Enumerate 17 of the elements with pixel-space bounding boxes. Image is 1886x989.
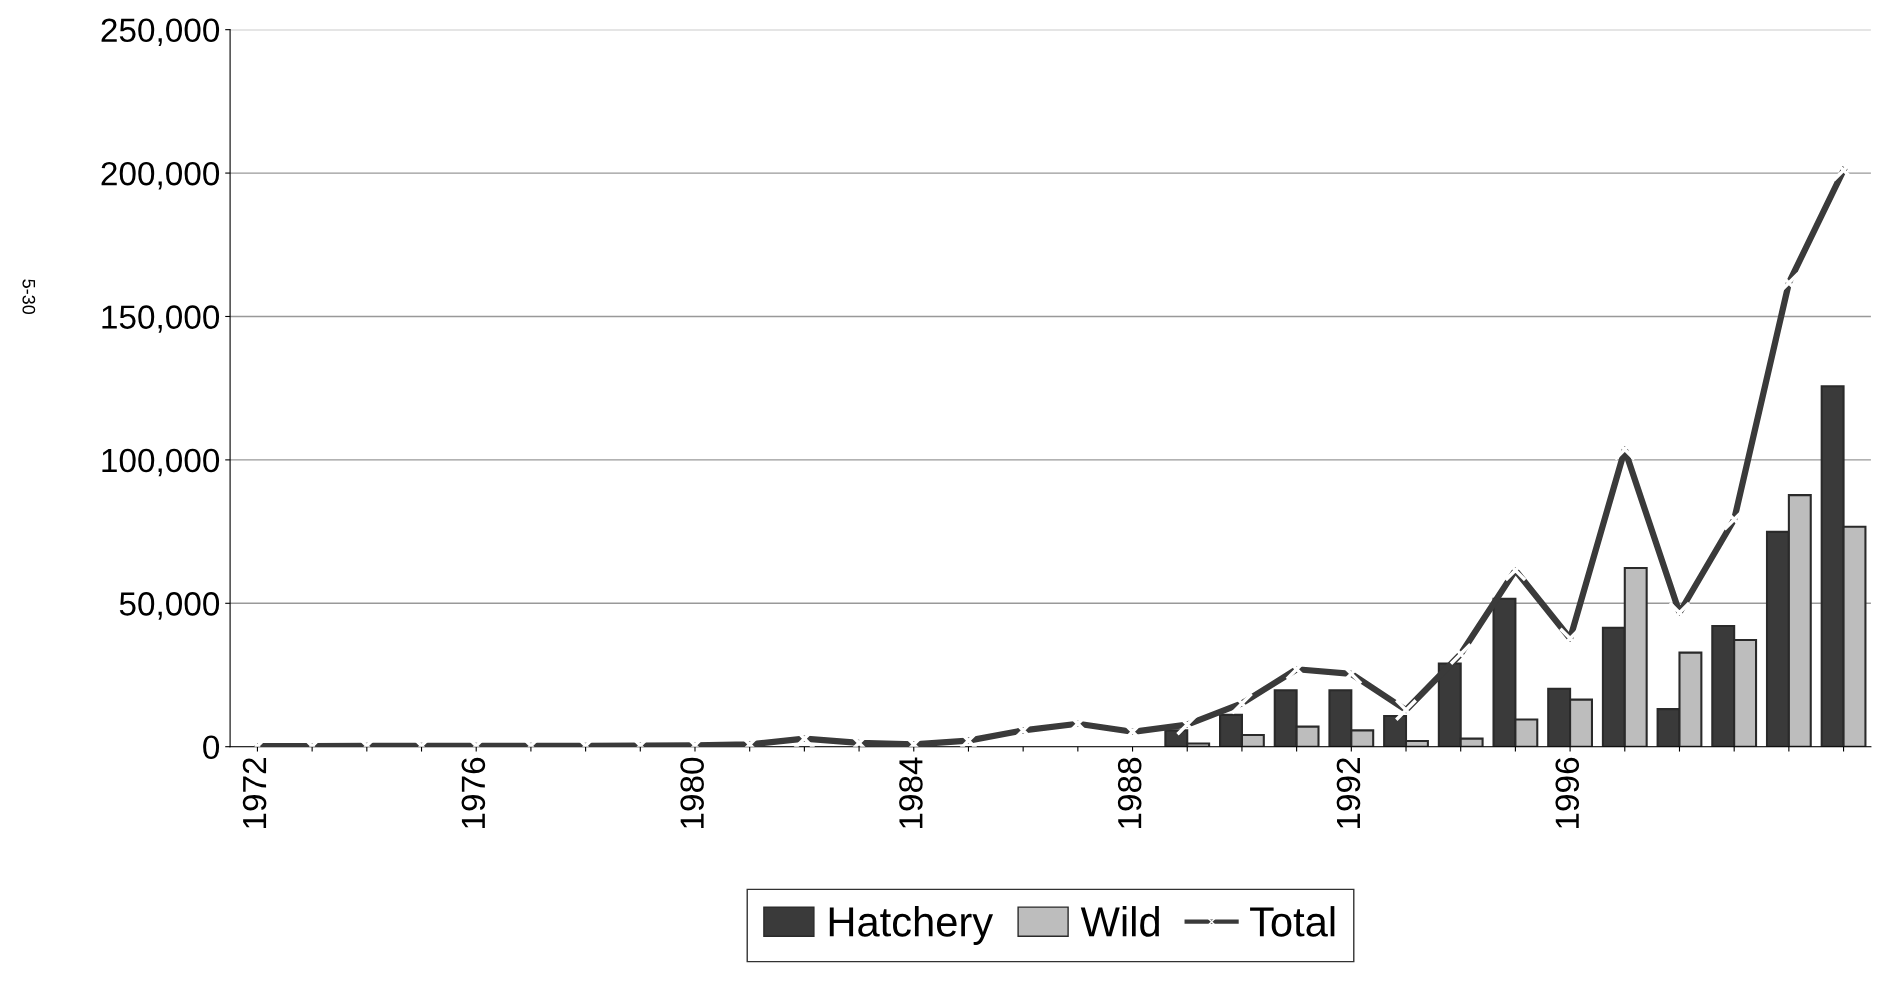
x-tick-label: 1980 (680, 757, 704, 829)
legend-label: Total (1250, 906, 1335, 937)
legend-label: Wild (1080, 906, 1159, 937)
x-tick-label: 1976 (461, 757, 486, 829)
legend-label: Hatchery (829, 906, 994, 945)
y-tick-label: 250,000 (101, 18, 220, 47)
x-tick-label: 1992 (1336, 758, 1361, 829)
x-tick-label: 1996 (1555, 757, 1580, 829)
text: 5-30 (22, 279, 36, 315)
y-tick-label: 100,000 (102, 448, 220, 477)
y-tick-label: 50,000 (119, 592, 220, 620)
x-tick-label: 1984 (899, 757, 923, 829)
x-tick-label: 1988 (1117, 757, 1142, 829)
x-tick-label: 1972 (242, 758, 267, 829)
y-tick-label: 0 (203, 735, 220, 760)
y-tick-label: 200,000 (101, 161, 220, 190)
y-tick-label: 150,000 (102, 305, 220, 333)
